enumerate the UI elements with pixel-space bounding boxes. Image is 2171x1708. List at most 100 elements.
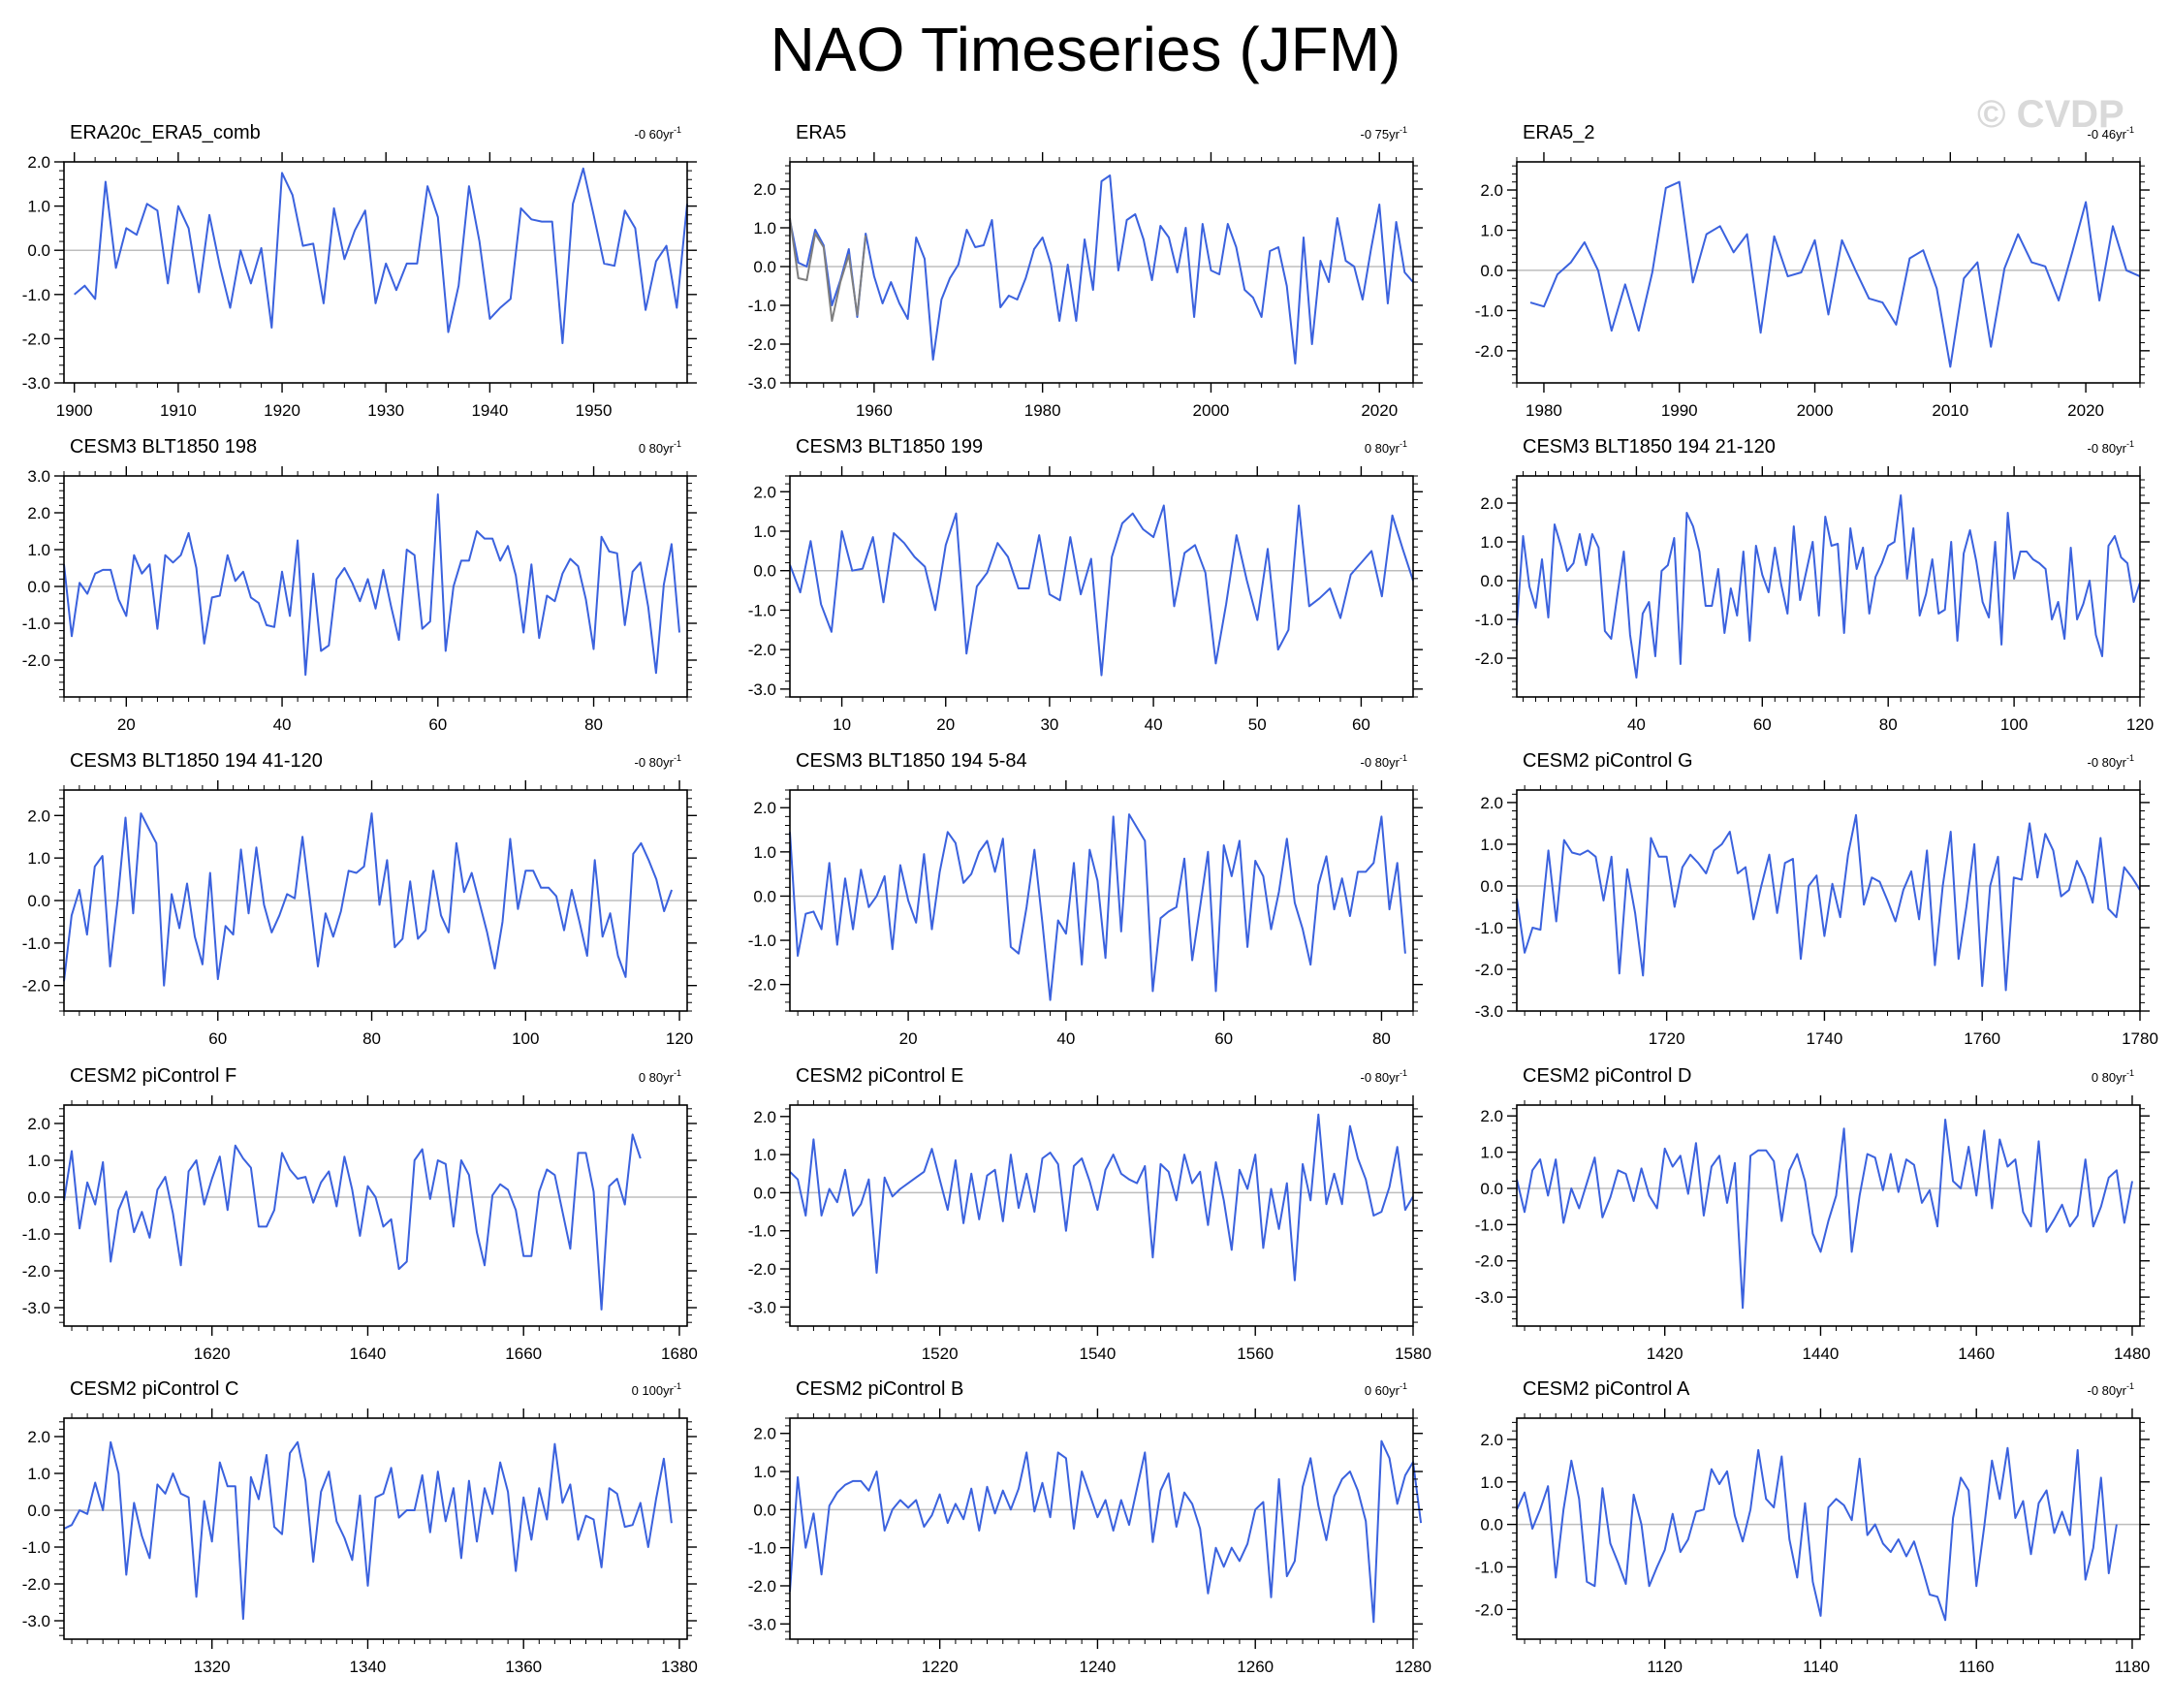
panel-title: CESM3 BLT1850 199: [796, 436, 983, 458]
plot-frame: [1516, 1104, 2141, 1327]
x-tick-label: 1960: [856, 401, 893, 420]
y-tick-label: 2.0: [753, 483, 776, 501]
x-tick-label: 30: [1040, 715, 1058, 734]
y-tick-label: -1.0: [748, 601, 776, 619]
panel-trend: -0 80yr-1: [2088, 753, 2134, 770]
x-tick-label: 1280: [1395, 1658, 1432, 1676]
x-tick-label: 1420: [1647, 1344, 1683, 1363]
plot-frame: [63, 161, 688, 384]
trend-value: 0 80yr: [639, 441, 675, 456]
y-tick-label: -2.0: [1475, 1252, 1503, 1271]
x-tick-label: 1240: [1080, 1658, 1117, 1676]
x-tick-label: 1460: [1958, 1344, 1995, 1363]
panel-8: 20 40 60 80 2.0 1.0 0.0 -1.0 -2.0 CESM3 BLT1850 1…: [748, 750, 1423, 1048]
panel-title: CESM2 piControl B: [796, 1378, 963, 1400]
y-tick-label: -1.0: [1475, 919, 1503, 937]
x-tick-label: 1990: [1661, 401, 1698, 420]
y-tick-label: 1.0: [753, 522, 776, 541]
plot-frame: [1516, 161, 2141, 384]
x-tick-label: 80: [584, 715, 603, 734]
figure-title: NAO Timeseries (JFM): [770, 15, 1401, 84]
series-line-1: [63, 493, 680, 677]
trend-unit-exponent: -1: [2126, 753, 2134, 763]
x-tick-label: 1360: [505, 1658, 542, 1676]
panel-title: CESM2 piControl C: [70, 1378, 239, 1400]
series-line-1: [1516, 813, 2141, 992]
y-tick-label: 0.0: [27, 1502, 50, 1520]
x-tick-label: 1580: [1395, 1344, 1432, 1363]
panel-15: 1120 1140 1160 1180 2.0 1.0 0.0 -1.0 -2.0 CESM2 p…: [1475, 1378, 2151, 1676]
x-tick-label: 100: [2000, 715, 2028, 734]
trend-unit-exponent: -1: [674, 125, 681, 135]
panel-9: 1720 1740 1760 1780 2.0 1.0 0.0 -1.0 -2.0 -3.0 CES…: [1475, 750, 2158, 1048]
y-tick-label: -1.0: [22, 1225, 50, 1244]
x-tick-label: 1220: [922, 1658, 959, 1676]
plot-frame: [1516, 1417, 2141, 1640]
series-line-1: [789, 1113, 1414, 1281]
y-tick-label: -3.0: [22, 1299, 50, 1317]
panel-6: 40 60 80 100 120 2.0 1.0 0.0 -1.0 -2.0 CESM3 BLT18…: [1475, 436, 2154, 734]
x-tick-label: 1930: [367, 401, 404, 420]
x-tick-label: 1520: [922, 1344, 959, 1363]
y-tick-label: -3.0: [748, 1615, 776, 1633]
y-tick-label: -1.0: [22, 286, 50, 304]
y-tick-label: 1.0: [1480, 533, 1503, 552]
y-tick-label: -1.0: [22, 615, 50, 633]
y-tick-label: 0.0: [27, 1188, 50, 1207]
x-tick-label: 1180: [2115, 1658, 2151, 1676]
y-tick-label: 0.0: [753, 1501, 776, 1519]
x-tick-label: 20: [117, 715, 136, 734]
trend-unit-exponent: -1: [674, 439, 681, 449]
y-tick-label: 0.0: [1480, 1516, 1503, 1534]
y-tick-label: 0.0: [753, 562, 776, 581]
y-tick-label: 1.0: [27, 541, 50, 559]
y-tick-label: 1.0: [27, 1465, 50, 1483]
y-tick-label: -3.0: [748, 1298, 776, 1316]
panel-title: CESM3 BLT1850 194 5-84: [796, 750, 1027, 772]
y-tick-label: 2.0: [1480, 181, 1503, 200]
x-tick-label: 1900: [56, 401, 93, 420]
series-line-1: [789, 174, 1414, 364]
x-tick-label: 60: [1753, 715, 1772, 734]
x-tick-label: 1680: [661, 1344, 698, 1363]
y-tick-label: 0.0: [27, 241, 50, 260]
y-tick-label: -3.0: [1475, 1288, 1503, 1307]
y-tick-label: -1.0: [22, 934, 50, 953]
y-tick-label: -2.0: [1475, 649, 1503, 668]
plot-frame: [789, 475, 1414, 698]
panel-title: CESM2 piControl A: [1523, 1378, 1690, 1400]
trend-unit-exponent: -1: [1400, 439, 1407, 449]
y-tick-label: 2.0: [1480, 1431, 1503, 1449]
y-tick-label: -2.0: [22, 1262, 50, 1281]
series-line-1: [63, 812, 674, 987]
x-tick-label: 1940: [471, 401, 508, 420]
series-line-1: [63, 1133, 642, 1311]
y-tick-label: -2.0: [1475, 961, 1503, 979]
y-tick-label: -1.0: [1475, 1216, 1503, 1234]
trend-unit-exponent: -1: [674, 1068, 681, 1078]
panel-10: 1620 1640 1660 1680 2.0 1.0 0.0 -1.0 -2.0 -3.0 CES…: [22, 1065, 698, 1363]
panel-trend: 0 80yr-1: [2092, 1068, 2134, 1085]
panel-trend: 0 100yr-1: [632, 1381, 681, 1398]
x-tick-label: 1540: [1080, 1344, 1117, 1363]
trend-value: 0 80yr: [639, 1070, 675, 1085]
y-tick-label: 1.0: [753, 843, 776, 862]
trend-value: 0 80yr: [1365, 441, 1400, 456]
plot-frame: [789, 789, 1414, 1012]
x-tick-label: 50: [1248, 715, 1267, 734]
x-tick-label: 1440: [1803, 1344, 1840, 1363]
y-tick-label: 3.0: [27, 467, 50, 486]
y-tick-label: -1.0: [748, 932, 776, 950]
y-tick-label: -1.0: [1475, 1558, 1503, 1576]
y-tick-label: -3.0: [22, 1612, 50, 1630]
series-line-1: [1529, 180, 2141, 368]
panel-11: 1520 1540 1560 1580 2.0 1.0 0.0 -1.0 -2.0 -3.0 CES…: [748, 1065, 1432, 1363]
x-tick-label: 1950: [576, 401, 613, 420]
trend-unit-exponent: -1: [674, 753, 681, 763]
y-tick-label: 0.0: [27, 578, 50, 596]
y-tick-label: -3.0: [22, 374, 50, 393]
plot-frame: [789, 161, 1414, 384]
x-tick-label: 60: [1352, 715, 1370, 734]
trend-unit-exponent: -1: [1400, 125, 1407, 135]
